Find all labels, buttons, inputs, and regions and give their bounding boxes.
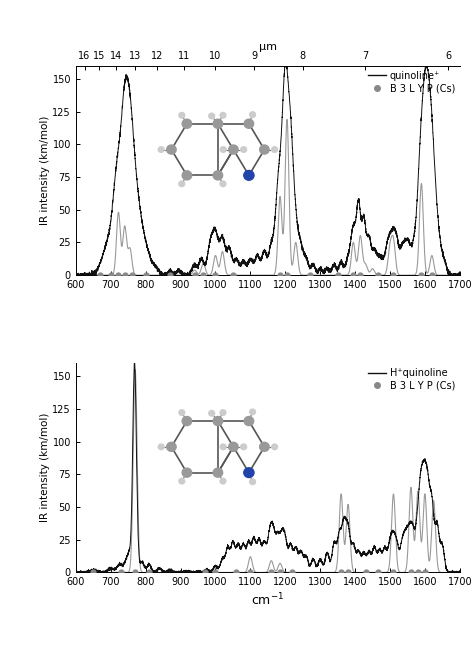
Circle shape xyxy=(272,147,278,153)
Circle shape xyxy=(213,171,223,180)
X-axis label: μm: μm xyxy=(259,41,277,51)
Circle shape xyxy=(250,479,255,484)
Circle shape xyxy=(260,442,269,451)
Circle shape xyxy=(167,442,176,451)
Circle shape xyxy=(228,145,238,154)
Circle shape xyxy=(244,468,254,478)
Circle shape xyxy=(220,478,226,484)
Circle shape xyxy=(220,147,226,153)
Legend: H⁺quinoline, B 3 L Y P (Cs): H⁺quinoline, B 3 L Y P (Cs) xyxy=(368,368,455,391)
Circle shape xyxy=(213,119,223,128)
Y-axis label: IR intensity (km/mol): IR intensity (km/mol) xyxy=(39,413,50,522)
Circle shape xyxy=(179,478,185,484)
Legend: quinoline⁺, B 3 L Y P (Cs): quinoline⁺, B 3 L Y P (Cs) xyxy=(368,70,455,93)
Circle shape xyxy=(244,417,254,426)
Circle shape xyxy=(220,181,226,187)
Circle shape xyxy=(241,444,246,449)
Circle shape xyxy=(182,468,191,477)
Circle shape xyxy=(228,442,238,451)
Circle shape xyxy=(220,113,226,118)
Circle shape xyxy=(209,411,215,416)
Circle shape xyxy=(220,410,226,415)
Circle shape xyxy=(272,444,278,449)
Circle shape xyxy=(220,444,226,449)
Circle shape xyxy=(209,113,215,119)
Y-axis label: IR intensity (km/mol): IR intensity (km/mol) xyxy=(39,116,50,225)
Circle shape xyxy=(260,145,269,154)
Text: cm$^{-1}$: cm$^{-1}$ xyxy=(251,592,284,608)
Circle shape xyxy=(167,145,176,154)
Circle shape xyxy=(179,181,185,187)
Circle shape xyxy=(182,171,191,180)
Circle shape xyxy=(158,147,164,153)
Circle shape xyxy=(250,112,255,117)
Circle shape xyxy=(213,468,223,477)
Circle shape xyxy=(158,444,164,449)
Circle shape xyxy=(213,417,223,426)
Circle shape xyxy=(244,170,254,180)
Circle shape xyxy=(182,417,191,426)
Circle shape xyxy=(244,119,254,128)
Circle shape xyxy=(250,409,255,415)
Circle shape xyxy=(179,410,185,415)
Circle shape xyxy=(182,119,191,128)
Circle shape xyxy=(241,147,246,153)
Circle shape xyxy=(179,113,185,118)
